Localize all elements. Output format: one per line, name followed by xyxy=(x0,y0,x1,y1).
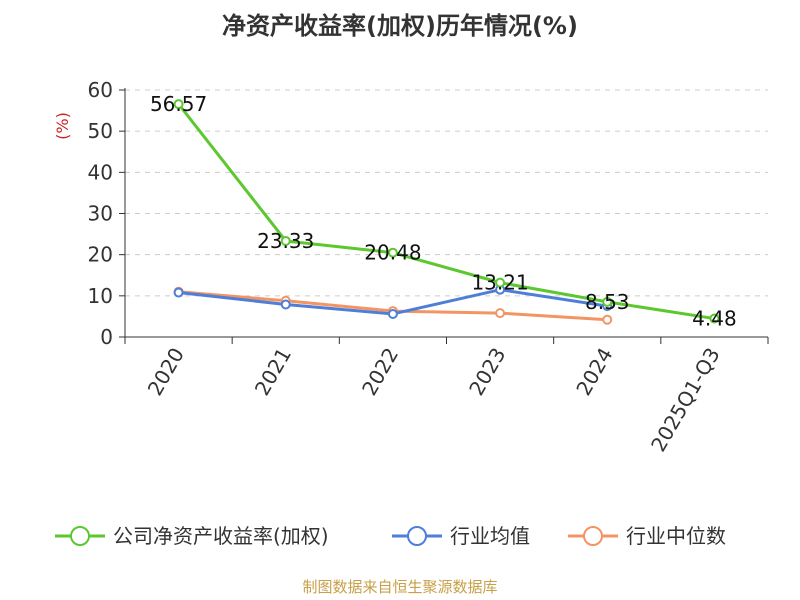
data-label-5: 4.48 xyxy=(692,307,737,331)
y-tick-label-40: 40 xyxy=(88,160,113,184)
data-label-4: 8.53 xyxy=(585,290,630,314)
x-tick-label-2: 2022 xyxy=(357,344,403,400)
series-0-point-5 xyxy=(709,313,720,324)
legend: 公司净资产收益率(加权) 行业均值 行业中位数 xyxy=(55,524,726,548)
data-label-3: 13.21 xyxy=(471,271,528,295)
axes: 0 10 20 30 40 50 60 2020 2021 2022 2023 2024 2025Q1-… xyxy=(88,78,769,456)
series-1-point-1 xyxy=(280,299,291,310)
series-0-point-4 xyxy=(602,296,613,307)
x-tick-label-5: 2025Q1-Q3 xyxy=(646,344,725,456)
series-lines xyxy=(173,99,720,325)
series-0-point-2 xyxy=(387,247,398,258)
y-tick-label-10: 10 xyxy=(88,284,113,308)
series-0-point-3 xyxy=(495,277,506,288)
y-tick-label-50: 50 xyxy=(88,119,113,143)
x-tick-label-4: 2024 xyxy=(571,344,617,400)
legend-marker-2 xyxy=(583,526,603,546)
series-line-0 xyxy=(177,103,715,321)
data-label-1: 23.33 xyxy=(257,229,314,253)
legend-marker-1 xyxy=(407,526,427,546)
y-tick-label-60: 60 xyxy=(88,78,113,102)
data-label-2: 20.48 xyxy=(364,241,421,265)
y-axis-unit-label: (%) xyxy=(53,112,72,140)
x-tick-label-0: 2020 xyxy=(143,344,189,400)
x-tick-label-3: 2023 xyxy=(464,344,510,400)
series-1-point-2 xyxy=(387,308,398,319)
series-1-point-0 xyxy=(173,287,184,298)
series-2-point-4 xyxy=(602,314,613,325)
legend-marker-0 xyxy=(70,526,90,546)
y-tick-label-30: 30 xyxy=(88,202,113,226)
legend-label-2: 行业中位数 xyxy=(626,524,726,548)
chart-title: 净资产收益率(加权)历年情况(%) xyxy=(222,12,578,40)
y-tick-label-0: 0 xyxy=(100,325,113,349)
legend-label-0: 公司净资产收益率(加权) xyxy=(113,524,329,548)
series-0-point-0 xyxy=(173,99,184,110)
series-0-point-1 xyxy=(280,235,291,246)
source-note: 制图数据来自恒生聚源数据库 xyxy=(302,578,498,596)
data-label-0: 56.57 xyxy=(150,92,207,116)
grid-lines xyxy=(125,89,768,297)
series-2-point-3 xyxy=(495,308,506,319)
data-labels: 56.57 23.33 20.48 13.21 8.53 4.48 xyxy=(150,92,737,330)
y-tick-label-20: 20 xyxy=(88,243,113,267)
x-tick-label-1: 2021 xyxy=(250,344,296,400)
legend-label-1: 行业均值 xyxy=(450,524,530,548)
